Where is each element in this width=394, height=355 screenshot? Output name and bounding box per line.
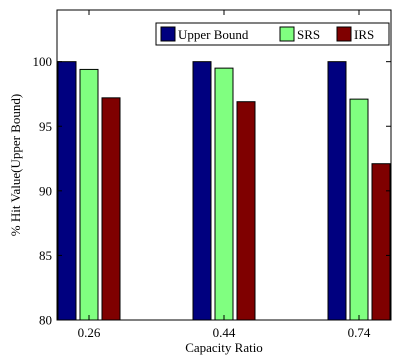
- x-axis-label: Capacity Ratio: [185, 340, 263, 355]
- legend-box: [155, 22, 390, 46]
- legend-label-srs: SRS: [297, 27, 320, 42]
- legend: Upper Bound SRS IRS: [155, 22, 390, 46]
- y-tick-label: 85: [39, 248, 52, 263]
- bar-irs-0.74: [371, 163, 391, 321]
- legend-label-irs: IRS: [354, 27, 374, 42]
- bar-upper-bound-0.74: [327, 61, 347, 321]
- bar-upper-bound-0.44: [192, 61, 212, 321]
- y-tick-label: 90: [39, 183, 52, 198]
- bars: [57, 61, 391, 321]
- legend-label-upper-bound: Upper Bound: [178, 27, 249, 42]
- bar-srs-0.74: [349, 98, 369, 321]
- y-tick-label: 80: [39, 313, 52, 328]
- y-axis-label: % Hit Value(Upper Bound): [8, 94, 23, 236]
- x-axis-ticks: 0.26 0.44 0.74: [78, 10, 371, 340]
- x-tick-label: 0.44: [213, 325, 236, 340]
- y-axis-ticks: 80 85 90 95 100: [33, 54, 391, 328]
- legend-swatch-upper-bound: [160, 26, 176, 42]
- bar-irs-0.44: [236, 101, 256, 321]
- bar-srs-0.26: [79, 68, 99, 321]
- y-tick-label: 100: [33, 54, 53, 69]
- y-tick-label: 95: [39, 119, 52, 134]
- bar-irs-0.26: [101, 97, 121, 321]
- legend-swatch-irs: [336, 26, 352, 42]
- bar-srs-0.44: [214, 67, 234, 321]
- legend-swatch-srs: [279, 26, 295, 42]
- x-tick-label: 0.74: [348, 325, 371, 340]
- x-tick-label: 0.26: [78, 325, 101, 340]
